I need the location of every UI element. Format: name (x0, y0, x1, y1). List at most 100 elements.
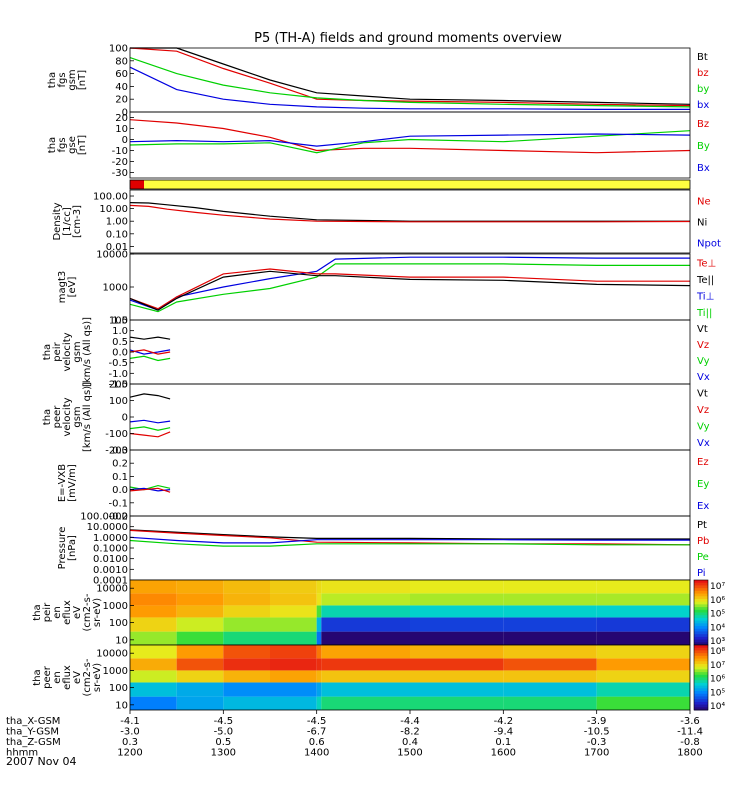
spectrogram-cell (596, 696, 690, 710)
colorbar-cell (694, 653, 708, 657)
y-tick-label: 1.0000 (93, 533, 128, 544)
colorbar-cell (694, 642, 708, 646)
spectrogram-cell (130, 617, 177, 632)
colorbar-tick-label: 10⁵ (710, 610, 725, 620)
series-line-Ni (129, 202, 690, 222)
y-tick-label: 0.0 (112, 348, 128, 359)
colorbar-tick-label: 10⁴ (710, 702, 725, 712)
spectrogram-cell (596, 670, 690, 683)
y-tick-label: 0.0100 (93, 554, 128, 565)
spectrogram-cell (223, 670, 270, 683)
colorbar-tick-label: 10³ (710, 637, 725, 647)
colorbar-cell (694, 612, 708, 616)
y-axis-label: E=-VXB (57, 464, 68, 502)
spectrogram-cell (503, 670, 597, 683)
x-row-value: -6.7 (307, 727, 327, 738)
spectrogram-cell (316, 658, 322, 671)
spectrogram-cell (321, 631, 410, 645)
panel-peir_velocity: 1.51.00.50.0-0.5-1.0-1.5 tha peir velocity g… (42, 316, 710, 391)
series-line-Te⊥ (129, 268, 690, 310)
series-line-Vt (129, 336, 171, 340)
y-axis-label: [km/s (All qs)] (82, 382, 93, 452)
y-tick-label: 0.0 (112, 485, 128, 496)
colorbar-cell (694, 663, 708, 668)
spectrogram-cell (316, 593, 322, 606)
spectrogram-cell (316, 580, 322, 594)
y-tick-label: 0 (122, 108, 128, 119)
x-row-value: -11.4 (677, 727, 703, 738)
y-tick-label: -100 (105, 429, 128, 440)
legend-entry: Vx (697, 438, 710, 449)
series-line-Ez (129, 487, 171, 493)
legend-entry: Ti|| (696, 308, 712, 319)
series-line-Bt (130, 47, 691, 105)
spectrogram-cell (410, 658, 504, 671)
series-line-Vz (129, 349, 171, 355)
series-line-Pt (129, 529, 690, 540)
spectrogram-cell (321, 658, 410, 671)
y-axis-label: peer (42, 665, 53, 689)
legend-entry: Ey (697, 479, 709, 490)
colorbar-cell (694, 650, 708, 654)
legend-entry: bx (697, 100, 709, 111)
spectrogram-cell (130, 605, 177, 618)
x-row-value: 1300 (211, 748, 236, 759)
spectrogram-cell (321, 617, 410, 632)
spectrogram-cell (176, 645, 224, 659)
x-row-value: -8.2 (400, 727, 420, 738)
colorbar-tick-label: 10⁷ (710, 661, 725, 671)
series-line-Vx (129, 419, 171, 424)
y-axis-label: fgs (57, 72, 68, 87)
spectrogram-cell (223, 682, 270, 697)
y-tick-label: 0 (122, 413, 128, 424)
spectrogram-cell (270, 580, 317, 594)
spectrogram-cell (176, 593, 224, 606)
y-axis-label: en (52, 671, 63, 684)
colorbar-cell (694, 604, 708, 608)
spectrogram-cell (316, 645, 322, 659)
colorbar-cell (694, 609, 708, 613)
colorbar-cell (694, 658, 708, 662)
spectrogram-cell (176, 658, 224, 671)
colorbar-tick-label: 10⁷ (710, 582, 725, 592)
spectrogram-cell (596, 593, 690, 606)
y-tick-label: 1000 (103, 601, 128, 612)
y-axis-label: tha (42, 344, 53, 360)
colorbar-tick-label: 10⁴ (710, 623, 725, 633)
y-axis-label: [mV/m] (67, 464, 78, 502)
y-tick-label: 80 (115, 56, 128, 67)
spectrogram-cell (223, 631, 270, 645)
spectrogram-cell (410, 580, 504, 594)
spectrogram-cell (270, 631, 317, 645)
y-tick-label: 100.00 (93, 192, 128, 203)
y-tick-label: -30 (112, 168, 128, 179)
y-axis-label: eV (72, 671, 83, 684)
panel-frame (129, 383, 691, 451)
mode-bar-segment (144, 180, 690, 189)
colorbar-cell (694, 704, 708, 708)
y-axis-label: velocity (62, 397, 73, 436)
colorbar-cell (694, 615, 708, 619)
x-row-value: 0.6 (309, 737, 325, 748)
colorbar-cell (694, 672, 708, 676)
colorbar-frame (693, 644, 709, 711)
colorbar-cell (694, 677, 708, 681)
x-row-value: -4.2 (494, 716, 514, 727)
y-axis-label: eflux (62, 600, 73, 625)
panel-frame (129, 111, 691, 179)
y-tick-label: 10.00 (99, 204, 128, 215)
spectrogram-cell (410, 670, 504, 683)
y-tick-label: 100.0000 (80, 512, 128, 523)
y-axis-label: eV (72, 606, 83, 619)
y-tick-label: -0.2 (108, 512, 128, 523)
colorbar-tick-label: 10⁶ (710, 675, 725, 685)
y-tick-label: 10 (115, 700, 128, 711)
legend-entry: Vx (697, 372, 710, 383)
y-axis-label: Density (52, 202, 63, 240)
spectrogram-cell (176, 670, 224, 683)
legend-entry: Bz (697, 119, 709, 130)
y-axis-label: en (52, 606, 63, 619)
series-line-Bz (129, 119, 691, 154)
spectrogram-cell (596, 605, 690, 618)
series-line-bx (129, 66, 690, 111)
